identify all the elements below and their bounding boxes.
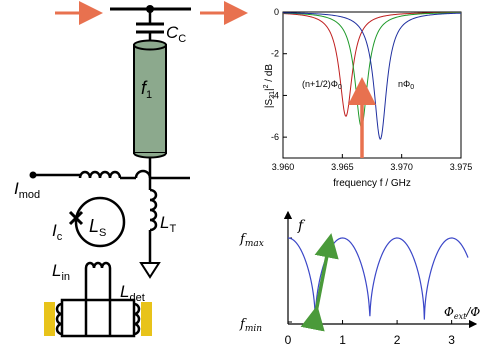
s21-series-0 — [282, 11, 461, 118]
s21-ytick-label: -2 — [271, 49, 279, 59]
resonator-f1 — [133, 39, 167, 159]
ldet-label: Ldet — [120, 282, 145, 304]
f1-label: f1 — [141, 78, 152, 101]
s21-ytick-label: -6 — [271, 132, 279, 142]
lin-coil-icon — [84, 261, 112, 269]
left-coil-block — [44, 302, 55, 336]
flux-chart: f fmax fmin Φext/Φ 0 1 2 3 — [239, 210, 480, 347]
flux-tuning-arrow-icon — [300, 233, 339, 332]
flux-xtick-label: 3 — [448, 333, 455, 347]
s21-ytick-label: -4 — [271, 90, 279, 100]
detection-loop — [60, 298, 136, 338]
cc-label: CC — [166, 23, 186, 45]
squid-loop — [74, 196, 126, 248]
lt-inductor-icon — [149, 188, 158, 232]
ls-label: LS — [89, 216, 106, 239]
flux-xlabel: Φext/Φ — [444, 305, 480, 321]
imod-label: Imod — [14, 179, 40, 201]
ic-label: Ic — [52, 221, 63, 243]
right-gradiometer-coil-icon — [133, 302, 141, 336]
junction-x-icon — [68, 210, 84, 226]
flux-xtick-label: 2 — [394, 333, 401, 347]
s21-series-1 — [282, 12, 462, 128]
flux-curve — [287, 237, 469, 320]
flux-ylabel: f — [297, 218, 306, 234]
inductor-coil-icon — [78, 170, 122, 179]
s21-series-2 — [282, 12, 462, 141]
s21-ylabel: |S21|2 / dB — [263, 64, 276, 108]
lin-label: Lin — [52, 261, 70, 283]
fmax-label: fmax — [239, 232, 264, 249]
s21-xtick-label: 3.975 — [450, 162, 473, 172]
s21-xlabel: frequency f / GHz — [333, 178, 411, 189]
s21-xtick-label: 3.960 — [272, 162, 295, 172]
s21-xtick-label: 3.965 — [331, 162, 354, 172]
flux-xtick-label: 1 — [339, 333, 346, 347]
circuit-diagram: CC f1 Imod LT LS Ic — [14, 1, 248, 338]
left-gradiometer-coil-icon — [55, 302, 63, 336]
s21-annotation-left: (n+1/2)Φ0 — [302, 79, 342, 91]
right-coil-block — [141, 302, 152, 336]
s21-ytick-label: 0 — [274, 7, 279, 17]
lt-label: LT — [160, 213, 176, 235]
ground-icon — [139, 262, 161, 279]
s21-annotation-right: nΦ0 — [398, 79, 414, 91]
flux-xtick-label: 0 — [285, 333, 292, 347]
fmin-label: fmin — [239, 317, 262, 334]
capacitor-icon — [136, 22, 164, 34]
s21-xtick-label: 3.970 — [390, 162, 413, 172]
